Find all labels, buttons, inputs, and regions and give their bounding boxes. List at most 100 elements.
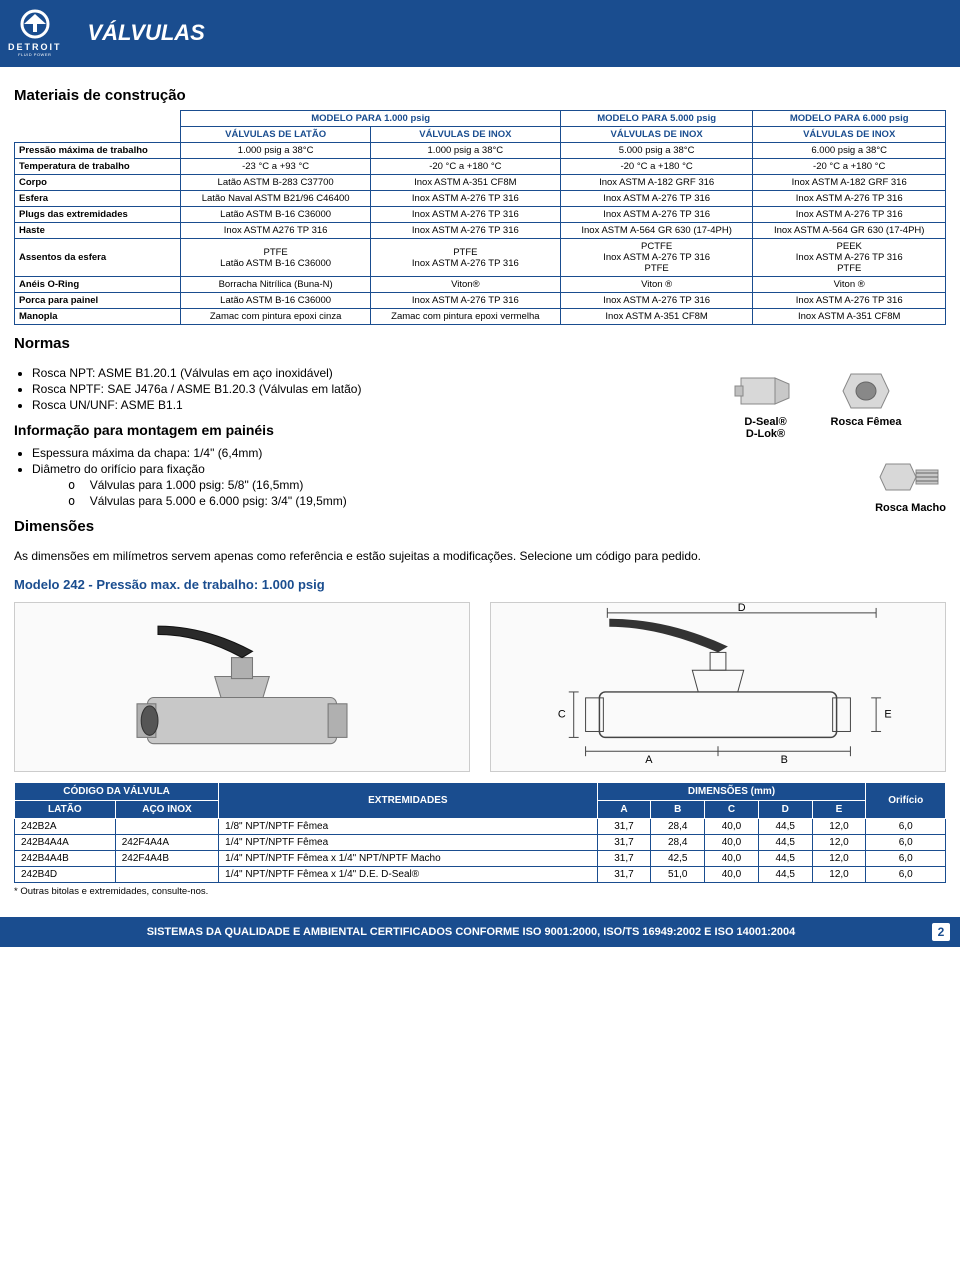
mat-cell: PEEK Inox ASTM A-276 TP 316 PTFE xyxy=(753,239,946,277)
dimensions-table: CÓDIGO DA VÁLVULA EXTREMIDADES DIMENSÕES… xyxy=(14,782,946,883)
mat-cell: Inox ASTM A-276 TP 316 xyxy=(753,207,946,223)
logo-icon xyxy=(12,8,58,40)
montagem-sublist: o Válvulas para 1.000 psig: 5/8" (16,5mm… xyxy=(68,478,666,508)
mat-cell: Borracha Nitrílica (Buna-N) xyxy=(181,277,370,293)
mat-cell: Inox ASTM A-182 GRF 316 xyxy=(753,175,946,191)
mat-cell: Zamac com pintura epoxi vermelha xyxy=(370,309,560,325)
dim-orif: 6,0 xyxy=(866,851,946,867)
dimhdr-inox: AÇO INOX xyxy=(115,801,218,819)
dimhdr-e: E xyxy=(812,801,866,819)
dimhdr-codigo: CÓDIGO DA VÁLVULA xyxy=(15,783,219,801)
normas-item: Rosca NPTF: SAE J476a / ASME B1.20.3 (Vá… xyxy=(32,382,666,396)
dimhdr-b: B xyxy=(651,801,705,819)
dim-label-c: C xyxy=(558,709,566,721)
dim-label-d: D xyxy=(738,603,746,614)
sub-header-2: VÁLVULAS DE INOX xyxy=(560,127,753,143)
dim-paragraph: As dimensões em milímetros servem apenas… xyxy=(14,549,946,563)
dim-ext: 1/4" NPT/NPTF Fêmea x 1/4" D.E. D-Seal® xyxy=(219,867,597,883)
valve-render-left xyxy=(14,602,470,772)
dim-val: 31,7 xyxy=(597,835,651,851)
dim-latao: 242B4A4B xyxy=(15,851,116,867)
page-number: 2 xyxy=(932,923,950,941)
mat-row-label: Haste xyxy=(15,223,181,239)
dim-val: 44,5 xyxy=(758,851,812,867)
mat-cell: 6.000 psig a 38°C xyxy=(753,143,946,159)
connector-dseal: D-Seal® D-Lok® xyxy=(731,366,801,440)
section-info-montagem: Informação para montagem em painéis xyxy=(14,422,666,438)
mat-cell: Inox ASTM A-276 TP 316 xyxy=(370,293,560,309)
dimhdr-orif: Orifício xyxy=(866,783,946,819)
dim-val: 40,0 xyxy=(705,851,759,867)
mat-row-label: Temperatura de trabalho xyxy=(15,159,181,175)
mat-row-label: Anéis O-Ring xyxy=(15,277,181,293)
page-title: VÁLVULAS xyxy=(88,20,205,46)
mat-cell: -20 °C a +180 °C xyxy=(753,159,946,175)
brand-tagline: FLUID POWER xyxy=(18,52,51,57)
dimhdr-latao: LATÃO xyxy=(15,801,116,819)
dim-val: 40,0 xyxy=(705,867,759,883)
mat-cell: 1.000 psig a 38°C xyxy=(181,143,370,159)
mat-row-label: Pressão máxima de trabalho xyxy=(15,143,181,159)
mat-cell: PCTFE Inox ASTM A-276 TP 316 PTFE xyxy=(560,239,753,277)
mat-cell: Inox ASTM A-351 CF8M xyxy=(560,309,753,325)
mat-cell: 5.000 psig a 38°C xyxy=(560,143,753,159)
dim-val: 31,7 xyxy=(597,819,651,835)
materials-table: MODELO PARA 1.000 psig MODELO PARA 5.000… xyxy=(14,110,946,325)
footer-text: SISTEMAS DA QUALIDADE E AMBIENTAL CERTIF… xyxy=(10,926,932,938)
mat-cell: Latão Naval ASTM B21/96 C46400 xyxy=(181,191,370,207)
mat-cell: Zamac com pintura epoxi cinza xyxy=(181,309,370,325)
mat-cell: -20 °C a +180 °C xyxy=(560,159,753,175)
dim-inox: 242F4A4B xyxy=(115,851,218,867)
normas-list: Rosca NPT: ASME B1.20.1 (Válvulas em aço… xyxy=(32,366,666,412)
mat-row-label: Manopla xyxy=(15,309,181,325)
dimhdr-d: D xyxy=(758,801,812,819)
mat-cell: -23 °C a +93 °C xyxy=(181,159,370,175)
mat-row-label: Assentos da esfera xyxy=(15,239,181,277)
dim-label-a: A xyxy=(645,754,653,766)
connector-femea-label: Rosca Fêmea xyxy=(831,416,902,428)
dim-orif: 6,0 xyxy=(866,867,946,883)
brand-name: DETROIT xyxy=(8,42,62,52)
dim-val: 12,0 xyxy=(812,851,866,867)
connector-macho-label: Rosca Macho xyxy=(875,502,946,514)
sub-header-0: VÁLVULAS DE LATÃO xyxy=(181,127,370,143)
montagem-sub-0: Válvulas para 1.000 psig: 5/8" (16,5mm) xyxy=(90,478,304,492)
dim-val: 42,5 xyxy=(651,851,705,867)
dim-ext: 1/4" NPT/NPTF Fêmea x 1/4" NPT/NPTF Mach… xyxy=(219,851,597,867)
mat-cell: Inox ASTM A-276 TP 316 xyxy=(560,207,753,223)
normas-item: Rosca UN/UNF: ASME B1.1 xyxy=(32,398,666,412)
brand-logo: DETROIT FLUID POWER xyxy=(0,4,70,61)
section-normas: Normas xyxy=(14,335,946,352)
montagem-item-1: Diâmetro do orifício para fixação o Válv… xyxy=(32,462,666,508)
mat-cell: Latão ASTM B-16 C36000 xyxy=(181,293,370,309)
dimhdr-c: C xyxy=(705,801,759,819)
dim-val: 31,7 xyxy=(597,867,651,883)
dimhdr-a: A xyxy=(597,801,651,819)
mat-row-label: Esfera xyxy=(15,191,181,207)
connector-macho: Rosca Macho xyxy=(875,452,946,514)
mat-cell: Inox ASTM A-276 TP 316 xyxy=(753,293,946,309)
model-242-heading: Modelo 242 - Pressão max. de trabalho: 1… xyxy=(14,577,946,592)
valve-schematic-right: A B C D E xyxy=(490,602,946,772)
dim-inox xyxy=(115,867,218,883)
connector-femea: Rosca Fêmea xyxy=(831,366,902,440)
mat-cell: Inox ASTM A-564 GR 630 (17-4PH) xyxy=(753,223,946,239)
mat-cell: Inox ASTM A-564 GR 630 (17-4PH) xyxy=(560,223,753,239)
normas-item: Rosca NPT: ASME B1.20.1 (Válvulas em aço… xyxy=(32,366,666,380)
mat-cell: Inox ASTM A-276 TP 316 xyxy=(370,207,560,223)
montagem-sub-1: Válvulas para 5.000 e 6.000 psig: 3/4" (… xyxy=(90,494,347,508)
dim-val: 12,0 xyxy=(812,835,866,851)
dim-val: 12,0 xyxy=(812,867,866,883)
rosca-macho-icon xyxy=(876,452,946,502)
montagem-list: Espessura máxima da chapa: 1/4" (6,4mm) … xyxy=(32,446,666,508)
section-dimensoes: Dimensões xyxy=(14,518,666,535)
mat-cell: Inox ASTM A-276 TP 316 xyxy=(370,191,560,207)
mat-cell: PTFE Inox ASTM A-276 TP 316 xyxy=(370,239,560,277)
rosca-femea-icon xyxy=(831,366,901,416)
mat-cell: Inox ASTM A-276 TP 316 xyxy=(560,191,753,207)
dimhdr-ext: EXTREMIDADES xyxy=(219,783,597,819)
mat-cell: Inox ASTM A-182 GRF 316 xyxy=(560,175,753,191)
mat-cell: Inox ASTM A-276 TP 316 xyxy=(753,191,946,207)
footer-bar: SISTEMAS DA QUALIDADE E AMBIENTAL CERTIF… xyxy=(0,917,960,947)
model-header-2: MODELO PARA 5.000 psig xyxy=(560,111,753,127)
